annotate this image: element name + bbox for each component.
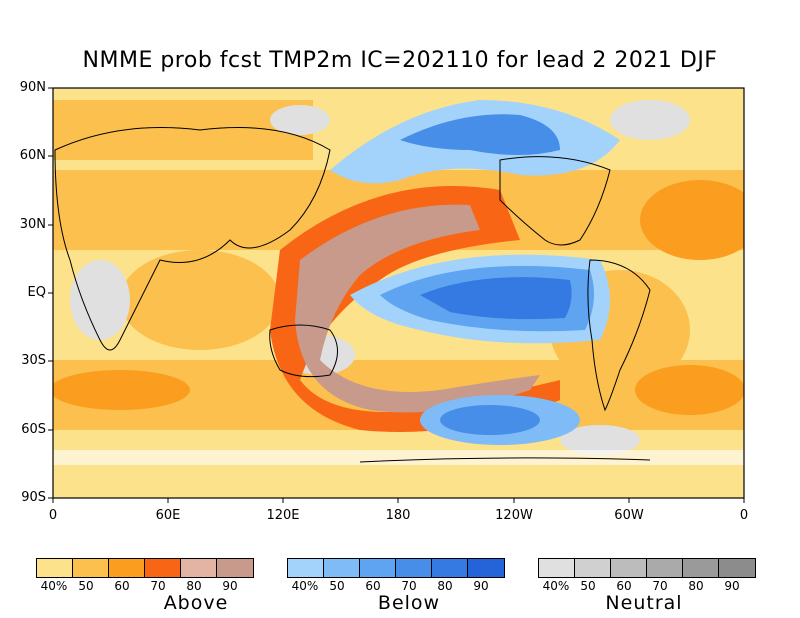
legend-tick: 90 [222, 579, 238, 593]
legend-tick: 60 [114, 579, 130, 593]
legend-tick: 80 [437, 579, 453, 593]
prob-region [120, 250, 280, 350]
prob-region [400, 114, 560, 155]
land-outline [269, 324, 338, 378]
land-outline [54, 127, 331, 351]
prob-region [560, 425, 640, 455]
land-outline [587, 259, 651, 412]
prob-region [53, 450, 744, 465]
legend-swatch [324, 559, 360, 577]
legend-tick: 50 [329, 579, 345, 593]
legend-swatch [683, 559, 719, 577]
legend-above: 40% 50 60 70 80 90 [36, 558, 254, 593]
legend-tick: 90 [473, 579, 489, 593]
legend-swatch [539, 559, 575, 577]
prob-region [635, 365, 744, 415]
legend-above-swatches [36, 558, 254, 578]
prob-region [270, 105, 330, 135]
legend-tick: 40% [542, 579, 570, 593]
prob-region [420, 277, 572, 320]
legend-swatch [719, 559, 755, 577]
legend-above-ticks: 40% 50 60 70 80 90 [36, 579, 254, 593]
land-outline [499, 156, 611, 246]
legend-neutral-swatches [538, 558, 756, 578]
legend-tick: 70 [652, 579, 668, 593]
x-label-120e: 120E [266, 508, 300, 523]
prob-region [640, 180, 744, 260]
y-label-90n: 90N [19, 80, 46, 95]
legend-tick: 60 [616, 579, 632, 593]
legend-swatch [611, 559, 647, 577]
legend-swatch [360, 559, 396, 577]
legend-neutral-label: Neutral [605, 592, 683, 614]
x-label-180: 180 [385, 508, 411, 523]
y-label-60s: 60S [21, 422, 46, 437]
x-label-60e: 60E [155, 508, 181, 523]
x-label-0: 0 [48, 508, 58, 523]
legend-below: 40% 50 60 70 80 90 [287, 558, 505, 593]
prob-region [70, 260, 130, 340]
legend-swatch [432, 559, 468, 577]
legend-neutral: 40% 50 60 70 80 90 [538, 558, 756, 593]
y-label-90s: 90S [21, 490, 46, 505]
legend-tick: 60 [365, 579, 381, 593]
x-label-60w: 60W [614, 508, 644, 523]
x-label-120w: 120W [495, 508, 533, 523]
legend-tick: 50 [78, 579, 94, 593]
legend-swatch [575, 559, 611, 577]
map-title: NMME prob fcst TMP2m IC=202110 for lead … [82, 48, 718, 73]
y-label-30n: 30N [19, 217, 46, 232]
y-label-eq: EQ [27, 285, 46, 300]
legend-neutral-ticks: 40% 50 60 70 80 90 [538, 579, 756, 593]
legend-swatch [468, 559, 504, 577]
legend-swatch [73, 559, 109, 577]
prob-region [53, 370, 190, 410]
legend-tick: 80 [688, 579, 704, 593]
legend-tick: 50 [580, 579, 596, 593]
legend-swatch [647, 559, 683, 577]
y-label-30s: 30S [21, 353, 46, 368]
legend-tick: 70 [150, 579, 166, 593]
x-label-0-end: 0 [739, 508, 749, 523]
legend-tick: 40% [291, 579, 319, 593]
legend-below-ticks: 40% 50 60 70 80 90 [287, 579, 505, 593]
legend-tick: 90 [724, 579, 740, 593]
legend-above-label: Above [163, 592, 229, 614]
legend-swatch [181, 559, 217, 577]
legend-swatch [37, 559, 73, 577]
land-outline [359, 457, 651, 463]
y-label-60n: 60N [19, 148, 46, 163]
prob-region [295, 204, 540, 413]
prob-region [440, 405, 540, 435]
legend-below-swatches [287, 558, 505, 578]
prob-region [610, 100, 690, 140]
legend-swatch [396, 559, 432, 577]
legend-tick: 70 [401, 579, 417, 593]
legend-swatch [109, 559, 145, 577]
legend-swatch [288, 559, 324, 577]
legend-swatch [145, 559, 181, 577]
legend-tick: 40% [40, 579, 68, 593]
legend-tick: 80 [186, 579, 202, 593]
legend-swatch [217, 559, 253, 577]
legend-below-label: Below [377, 592, 441, 614]
